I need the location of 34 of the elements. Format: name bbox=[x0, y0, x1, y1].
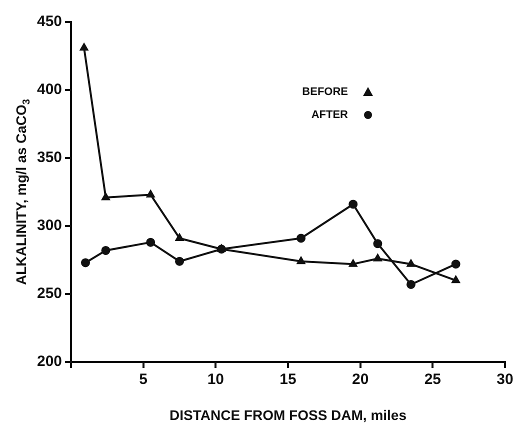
legend-label: BEFORE bbox=[302, 86, 348, 98]
point bbox=[451, 260, 460, 269]
point bbox=[101, 246, 110, 255]
y-tick-label: 300 bbox=[36, 217, 62, 234]
x-tick-label: 30 bbox=[496, 371, 514, 388]
point bbox=[146, 190, 155, 198]
x-tick-label: 25 bbox=[424, 371, 442, 388]
point bbox=[297, 256, 306, 264]
y-axis-title: ALKALINITY, mg/l as CaCO3 bbox=[12, 98, 33, 286]
legend-label: AFTER bbox=[311, 109, 348, 122]
point bbox=[146, 238, 156, 247]
point bbox=[102, 192, 110, 200]
y-tick-label: 400 bbox=[36, 81, 62, 98]
point bbox=[175, 234, 184, 241]
point bbox=[452, 276, 460, 284]
point bbox=[373, 239, 382, 248]
x-axis-title: DISTANCE FROM FOSS DAM, miles bbox=[170, 406, 407, 423]
point bbox=[296, 234, 306, 243]
point bbox=[349, 260, 358, 267]
point bbox=[406, 280, 416, 289]
y-tick-label: 250 bbox=[36, 285, 62, 302]
y-tick-label: 450 bbox=[36, 13, 62, 30]
point bbox=[406, 260, 416, 267]
point bbox=[80, 43, 88, 51]
point bbox=[348, 200, 358, 209]
y-tick-label: 350 bbox=[36, 149, 62, 166]
x-tick-label: 15 bbox=[280, 371, 296, 388]
x-tick-label: 5 bbox=[139, 371, 148, 388]
point bbox=[374, 254, 382, 262]
y-tick-label: 200 bbox=[36, 353, 62, 370]
point bbox=[80, 258, 90, 268]
x-tick-label: 20 bbox=[352, 371, 369, 388]
x-tick-label: 10 bbox=[207, 371, 224, 388]
point bbox=[175, 256, 184, 266]
